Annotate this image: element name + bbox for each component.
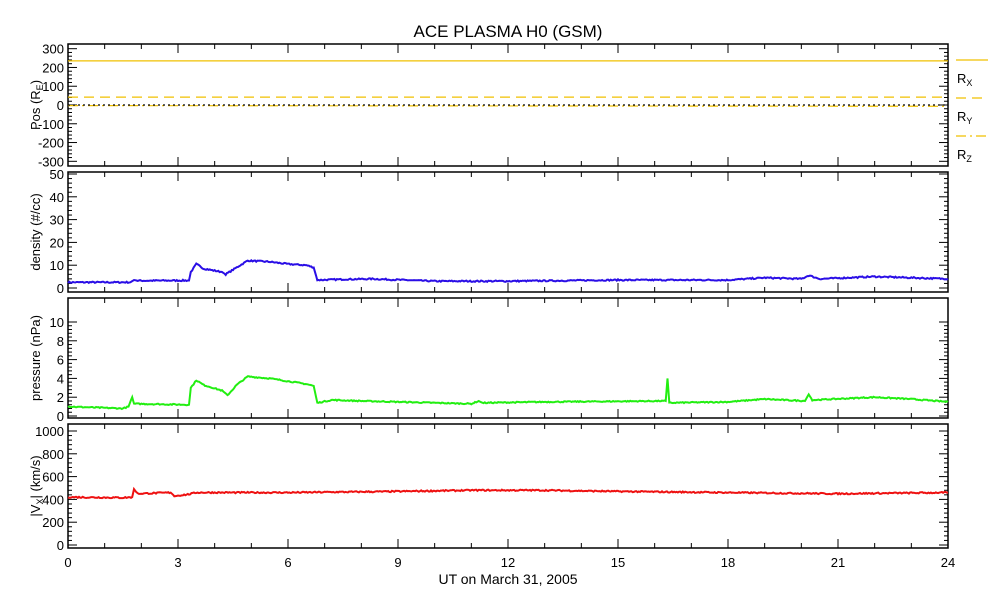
y-axis-label-subscript: E (35, 84, 45, 90)
panel-frame (67, 423, 949, 549)
y-tick-label: 0 (57, 409, 64, 424)
legend-label: RZ (957, 147, 972, 164)
legend-label-subscript: Y (966, 116, 972, 126)
y-axis-label: Pos (RE) (28, 80, 45, 130)
y-tick-label: 400 (42, 492, 64, 507)
chart-title: ACE PLASMA H0 (GSM) (414, 22, 603, 41)
y-tick-label: 40 (50, 190, 64, 205)
y-tick-label: 100 (42, 79, 64, 94)
series-line-vx (67, 486, 948, 500)
y-tick-label: 2 (57, 390, 64, 405)
y-tick-label: 0 (57, 98, 64, 113)
x-tick-label: 18 (721, 555, 735, 570)
y-tick-label: -100 (38, 117, 64, 132)
y-axis-label-end: | (km/s) (28, 455, 43, 498)
x-tick-label: 15 (611, 555, 625, 570)
y-tick-label: 200 (42, 515, 64, 530)
y-tick-label: 10 (50, 315, 64, 330)
y-tick-label: -200 (38, 136, 64, 151)
series-line-R (67, 104, 949, 107)
x-tick-label: 9 (394, 555, 401, 570)
legend-label: RX (957, 71, 972, 88)
y-tick-label: 20 (50, 235, 64, 250)
x-tick-label: 3 (174, 555, 181, 570)
y-axis-label-end: ) (28, 80, 43, 84)
panel-2: 0 10 20 30 40 50 density (#/cc) (28, 167, 949, 296)
series-line-pressure (67, 375, 949, 411)
y-tick-label: 600 (42, 470, 64, 485)
y-axis-label-subscript: X (35, 499, 45, 505)
y-tick-label: 1000 (35, 424, 64, 439)
panel-frame (67, 171, 949, 293)
x-tick-label: 21 (831, 555, 845, 570)
y-axis-label: pressure (nPa) (28, 315, 43, 401)
y-tick-label: 10 (50, 258, 64, 273)
y-axis-label: |VX| (km/s) (28, 455, 45, 516)
x-tick-label: 6 (284, 555, 291, 570)
y-axis-label: density (#/cc) (28, 193, 43, 270)
y-tick-label: 0 (57, 538, 64, 553)
series-line-density (67, 258, 949, 285)
x-axis-label: UT on March 31, 2005 (438, 571, 577, 587)
x-tick-label: 24 (941, 555, 955, 570)
y-tick-label: 200 (42, 60, 64, 75)
y-tick-label: 800 (42, 447, 64, 462)
y-tick-label: -300 (38, 154, 64, 169)
panel-1: -300 -200 -100 0 100 200 300 Pos (RE) RX RY RZ (28, 42, 988, 169)
panel-3: 0 2 4 6 8 10 pressure (nPa) (28, 297, 949, 424)
x-tick-label: 0 (64, 555, 71, 570)
y-tick-label: 0 (57, 281, 64, 296)
y-tick-label: 8 (57, 334, 64, 349)
legend-label: RY (957, 109, 972, 126)
panel-4: 0 200 400 600 800 1000 |VX| (km/s) 0 3 6 9 12 15 18 21… (28, 423, 955, 570)
y-tick-label: 50 (50, 167, 64, 182)
y-tick-label: 300 (42, 42, 64, 57)
x-tick-label: 12 (501, 555, 515, 570)
y-tick-label: 30 (50, 213, 64, 228)
y-tick-label: 4 (57, 371, 64, 386)
legend-label-subscript: Z (966, 154, 972, 164)
y-tick-label: 6 (57, 353, 64, 368)
legend-label-subscript: X (966, 78, 972, 88)
